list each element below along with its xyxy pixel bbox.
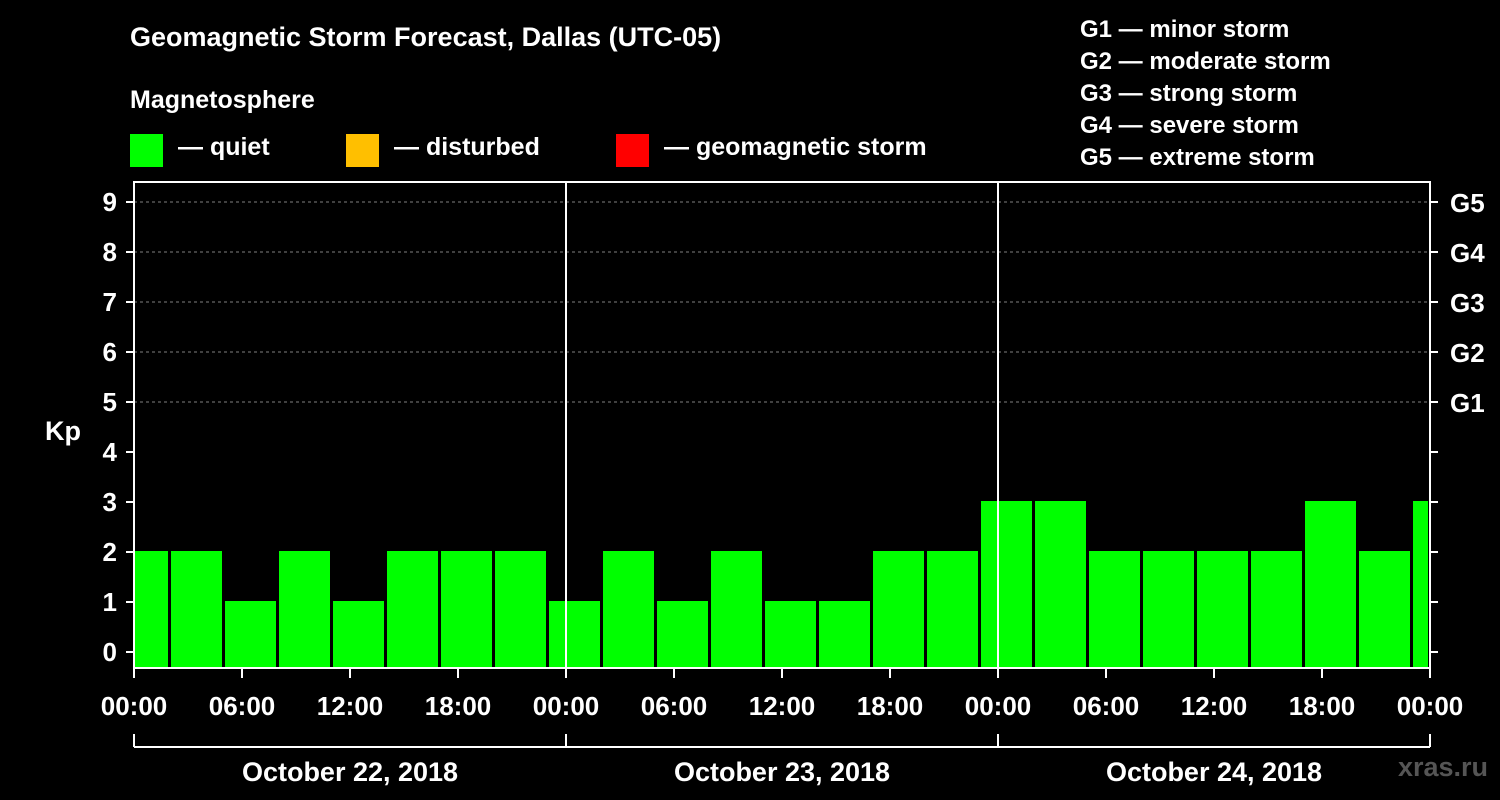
x-tick-label-5: 06:00: [641, 691, 708, 721]
kp-bar-17: [1035, 501, 1086, 668]
legend-label-quiet: — quiet: [178, 133, 270, 161]
legend-label-storm: — geomagnetic storm: [664, 133, 927, 161]
y-tick-label-3: 3: [103, 487, 117, 517]
x-tick-label-7: 18:00: [857, 691, 924, 721]
kp-bar-5: [387, 551, 438, 668]
right-axis-label-g4: G4: [1450, 238, 1485, 268]
y-tick-label-8: 8: [103, 237, 117, 267]
y-axis-label: Kp: [45, 416, 81, 446]
y-tick-label-6: 6: [103, 337, 117, 367]
g-scale-g2: G2 — moderate storm: [1080, 48, 1331, 75]
watermark: xras.ru: [1397, 752, 1488, 782]
kp-bar-8: [549, 601, 600, 668]
y-tick-label-7: 7: [103, 287, 117, 317]
date-label-1: October 23, 2018: [674, 757, 890, 787]
kp-bar-18: [1089, 551, 1140, 668]
g-scale-g3: G3 — strong storm: [1080, 80, 1298, 107]
date-label-2: October 24, 2018: [1106, 757, 1322, 787]
g-scale-g4: G4 — severe storm: [1080, 112, 1299, 139]
kp-bar-3: [279, 551, 330, 668]
right-axis-label-g3: G3: [1450, 288, 1485, 318]
date-label-0: October 22, 2018: [242, 757, 458, 787]
x-tick-label-0: 00:00: [101, 691, 168, 721]
x-tick-label-9: 06:00: [1073, 691, 1140, 721]
kp-bar-1: [171, 551, 222, 668]
x-tick-label-10: 12:00: [1181, 691, 1248, 721]
x-tick-label-4: 00:00: [533, 691, 600, 721]
y-tick-label-5: 5: [103, 387, 117, 417]
right-axis-label-g2: G2: [1450, 338, 1485, 368]
legend-label-disturbed: — disturbed: [394, 133, 540, 161]
kp-bar-4: [333, 601, 384, 668]
kp-bar-24: [1413, 501, 1428, 668]
g-scale-g5: G5 — extreme storm: [1080, 144, 1315, 171]
kp-bar-6: [441, 551, 492, 668]
right-axis-label-g1: G1: [1450, 388, 1485, 418]
x-tick-label-3: 18:00: [425, 691, 492, 721]
kp-bar-21: [1251, 551, 1302, 668]
y-tick-label-2: 2: [103, 537, 117, 567]
y-tick-label-1: 1: [103, 587, 117, 617]
kp-bar-12: [765, 601, 816, 668]
legend-swatch-quiet: [130, 134, 163, 167]
kp-bar-22: [1305, 501, 1356, 668]
right-axis-label-g5: G5: [1450, 188, 1485, 218]
x-tick-label-6: 12:00: [749, 691, 816, 721]
kp-bar-9: [603, 551, 654, 668]
kp-bar-20: [1197, 551, 1248, 668]
legend-title: Magnetosphere: [130, 86, 315, 114]
x-tick-label-2: 12:00: [317, 691, 384, 721]
kp-bar-11: [711, 551, 762, 668]
x-tick-label-8: 00:00: [965, 691, 1032, 721]
kp-bar-7: [495, 551, 546, 668]
kp-bar-14: [873, 551, 924, 668]
legend-swatch-disturbed: [346, 134, 379, 167]
kp-bar-0: [135, 551, 168, 668]
legend-swatch-storm: [616, 134, 649, 167]
y-tick-label-9: 9: [103, 187, 117, 217]
kp-bar-19: [1143, 551, 1194, 668]
g-scale-g1: G1 — minor storm: [1080, 16, 1290, 43]
x-tick-label-11: 18:00: [1289, 691, 1356, 721]
kp-bar-23: [1359, 551, 1410, 668]
kp-bar-15: [927, 551, 978, 668]
x-tick-label-12: 00:00: [1397, 691, 1464, 721]
y-tick-label-0: 0: [103, 637, 117, 667]
x-tick-label-1: 06:00: [209, 691, 276, 721]
kp-bar-16: [981, 501, 1032, 668]
y-tick-label-4: 4: [103, 437, 118, 467]
kp-bar-10: [657, 601, 708, 668]
chart-title: Geomagnetic Storm Forecast, Dallas (UTC-…: [130, 22, 722, 52]
kp-bar-2: [225, 601, 276, 668]
kp-bar-13: [819, 601, 870, 668]
